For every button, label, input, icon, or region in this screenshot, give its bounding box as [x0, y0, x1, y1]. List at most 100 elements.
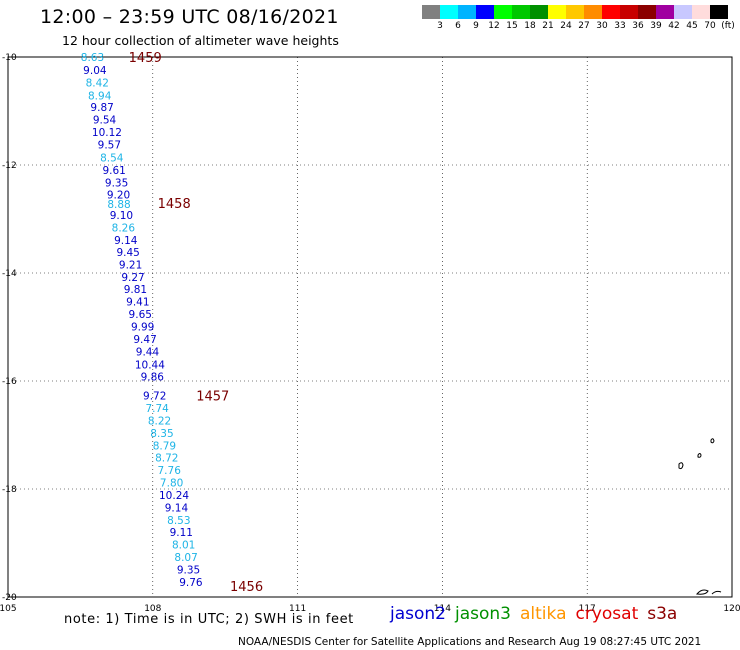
- legend-label: 33: [614, 21, 626, 31]
- wave-height-label: 9.04: [83, 65, 107, 77]
- legend-swatch: [692, 5, 710, 19]
- legend-label: 24: [560, 21, 572, 31]
- island-shape: [710, 438, 715, 444]
- lon-tick-label: 117: [579, 604, 596, 614]
- wave-height-label: 8.88: [107, 199, 130, 211]
- legend-label: 30: [596, 21, 608, 31]
- wave-height-label: 9.20: [107, 190, 130, 202]
- lat-tick-label: -18: [2, 485, 17, 495]
- wave-height-label: 9.47: [133, 334, 156, 346]
- wave-height-label: 9.35: [105, 177, 128, 189]
- legend-label: 12: [488, 21, 500, 31]
- coastline-shape: [696, 589, 709, 595]
- pass-time-label: 1457: [196, 390, 229, 405]
- legend-swatch: [710, 5, 728, 19]
- footer-credit: NOAA/NESDIS Center for Satellite Applica…: [238, 636, 702, 648]
- legend-label: 21: [542, 21, 554, 31]
- map-title: 12:00 – 23:59 UTC 08/16/2021: [40, 6, 339, 28]
- satellite-cryosat: cryosat: [575, 604, 639, 624]
- legend-label: 39: [650, 21, 662, 31]
- wave-height-label: 8.01: [172, 540, 195, 552]
- wave-height-label: 9.72: [143, 391, 166, 403]
- lon-tick-label: 111: [289, 604, 306, 614]
- legend-label: 15: [506, 21, 518, 31]
- wave-height-label: 8.53: [167, 515, 190, 527]
- wave-height-label: 10.44: [135, 359, 165, 371]
- map-frame: [7, 56, 733, 598]
- legend-swatch: [674, 5, 692, 19]
- legend-swatch: [566, 5, 584, 19]
- wave-height-label: 8.94: [88, 90, 112, 102]
- wave-height-label: 8.63: [81, 52, 104, 64]
- wave-height-label: 8.26: [112, 223, 136, 235]
- legend-label: 18: [524, 21, 536, 31]
- legend-label: (ft): [721, 21, 735, 31]
- lon-tick-label: 120: [723, 604, 740, 614]
- legend-label: 36: [632, 21, 644, 31]
- satellite-s3a: s3a: [647, 604, 678, 624]
- wave-height-label: 10.24: [159, 490, 189, 502]
- wave-height-label: 9.14: [114, 235, 138, 247]
- legend-label: 70: [704, 21, 716, 31]
- wave-height-label: 9.57: [98, 139, 121, 151]
- satellite-legend: jason2 jason3 altika cryosat s3a: [390, 604, 686, 624]
- pass-time-label: 1456: [230, 580, 263, 595]
- legend-swatch: [458, 5, 476, 19]
- legend-swatch: [584, 5, 602, 19]
- wave-height-label: 8.54: [100, 152, 124, 164]
- legend-label: 6: [455, 21, 461, 31]
- legend-swatch: [530, 5, 548, 19]
- wave-height-label: 9.14: [165, 502, 189, 514]
- wave-height-label: 9.76: [179, 577, 203, 589]
- lon-tick-label: 105: [0, 604, 17, 614]
- map-subtitle: 12 hour collection of altimeter wave hei…: [62, 33, 339, 48]
- wave-height-label: 9.41: [126, 297, 149, 309]
- wave-height-label: 9.86: [141, 372, 165, 384]
- legend-swatch: [656, 5, 674, 19]
- wave-height-label: 9.21: [119, 259, 142, 271]
- wave-height-label: 9.99: [131, 321, 154, 333]
- pass-time-label: 1459: [129, 51, 162, 66]
- legend-swatches: [422, 5, 728, 19]
- island-shape: [678, 462, 684, 470]
- wave-height-label: 9.11: [170, 527, 193, 539]
- legend-swatch: [512, 5, 530, 19]
- legend-swatch: [476, 5, 494, 19]
- wave-height-label: 8.72: [155, 453, 178, 465]
- lat-tick-label: -14: [2, 269, 17, 279]
- wave-height-label: 8.35: [150, 428, 173, 440]
- wave-height-label: 9.81: [124, 284, 147, 296]
- satellite-jason2: jason2: [390, 604, 446, 624]
- legend-swatch: [548, 5, 566, 19]
- color-scale-legend: 3 6 9 12 15 18 21 24 27 30 33 36 39 42 45 70 (ft): [422, 5, 735, 33]
- legend-swatch: [494, 5, 512, 19]
- wave-height-label: 8.07: [174, 552, 197, 564]
- satellite-altika: altika: [520, 604, 567, 624]
- legend-swatch: [638, 5, 656, 19]
- pass-time-label: 1458: [158, 197, 191, 212]
- lat-tick-label: -16: [2, 377, 17, 387]
- wave-height-label: 9.54: [93, 115, 117, 127]
- wave-height-label: 9.27: [121, 272, 144, 284]
- lon-tick-label: 114: [434, 604, 451, 614]
- lat-tick-label: -10: [2, 53, 17, 63]
- legend-swatch: [422, 5, 440, 19]
- wave-height-label: 9.45: [116, 247, 139, 259]
- wave-height-label: 10.12: [92, 127, 122, 139]
- wave-height-label: 7.76: [158, 465, 182, 477]
- wave-height-label: 8.22: [148, 415, 171, 427]
- legend-swatch: [620, 5, 638, 19]
- legend-label: 27: [578, 21, 590, 31]
- island-shape: [697, 453, 702, 458]
- legend-swatch: [440, 5, 458, 19]
- lat-tick-label: -20: [2, 593, 17, 603]
- legend-labels: 3 6 9 12 15 18 21 24 27 30 33 36 39 42 45 70 (ft): [422, 19, 735, 33]
- wave-height-label: 9.44: [136, 346, 160, 358]
- legend-label: 42: [668, 21, 680, 31]
- legend-label: 3: [437, 21, 443, 31]
- legend-swatch: [602, 5, 620, 19]
- footer-note: note: 1) Time is in UTC; 2) SWH is in fe…: [64, 612, 354, 627]
- coastline-shape: [711, 590, 722, 595]
- legend-label: 9: [473, 21, 479, 31]
